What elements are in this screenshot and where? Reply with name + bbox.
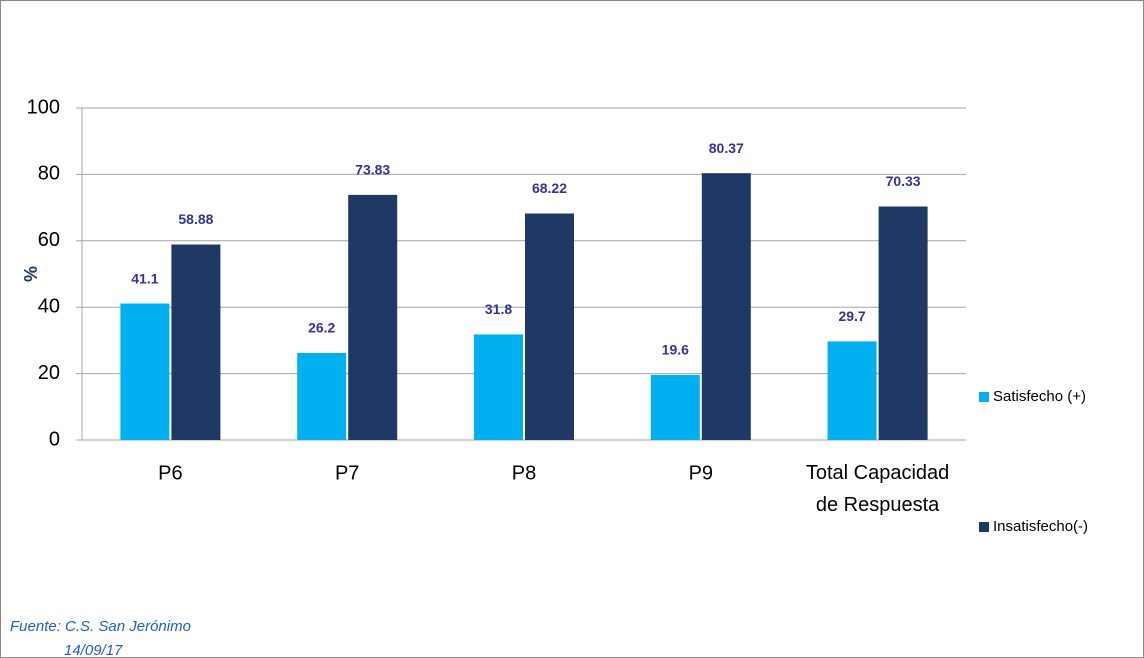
- x-tick-label: P9: [689, 462, 713, 484]
- value-label: 41.1: [131, 270, 158, 286]
- value-label: 29.7: [838, 308, 865, 324]
- bar: [827, 341, 877, 440]
- bar: [701, 173, 751, 440]
- bar: [474, 334, 523, 440]
- value-label: 68.22: [532, 180, 567, 196]
- bar: [171, 244, 221, 440]
- value-label: 73.83: [355, 162, 390, 178]
- legend-swatch: [979, 392, 989, 402]
- bar: [120, 303, 170, 440]
- value-label: 19.6: [662, 342, 689, 358]
- y-tick-label: 40: [38, 295, 60, 317]
- x-tick-label: Total Capacidad de Respuesta: [806, 462, 949, 516]
- y-tick-label: 0: [49, 428, 60, 450]
- x-tick-line: de Respuesta: [816, 494, 940, 516]
- bar: [525, 213, 574, 440]
- value-label: 31.8: [485, 301, 512, 317]
- y-axis-label: %: [21, 266, 41, 282]
- x-tick-label: P7: [335, 462, 359, 484]
- bar: [297, 353, 347, 440]
- x-tick-line: Total Capacidad: [806, 462, 949, 484]
- y-tick-label: 80: [38, 163, 60, 185]
- bar: [650, 374, 700, 440]
- y-tick-label: 60: [38, 229, 60, 251]
- bar: [348, 194, 398, 440]
- value-label: 26.2: [308, 320, 335, 336]
- y-tick-label: 20: [38, 362, 60, 384]
- y-tick-label: 100: [27, 96, 60, 118]
- value-label: 58.88: [178, 211, 213, 227]
- value-label: 80.37: [709, 140, 744, 156]
- x-tick-label: P8: [512, 462, 536, 484]
- bar: [878, 206, 928, 440]
- source-note: Fuente: C.S. San Jerónimo: [10, 618, 191, 635]
- legend-label: Insatisfecho(-): [993, 518, 1088, 535]
- date-note: 14/09/17: [64, 642, 123, 658]
- value-label: 70.33: [886, 173, 921, 189]
- legend-swatch: [979, 522, 989, 532]
- legend-label: Satisfecho (+): [993, 388, 1086, 405]
- x-tick-label: P6: [158, 462, 182, 484]
